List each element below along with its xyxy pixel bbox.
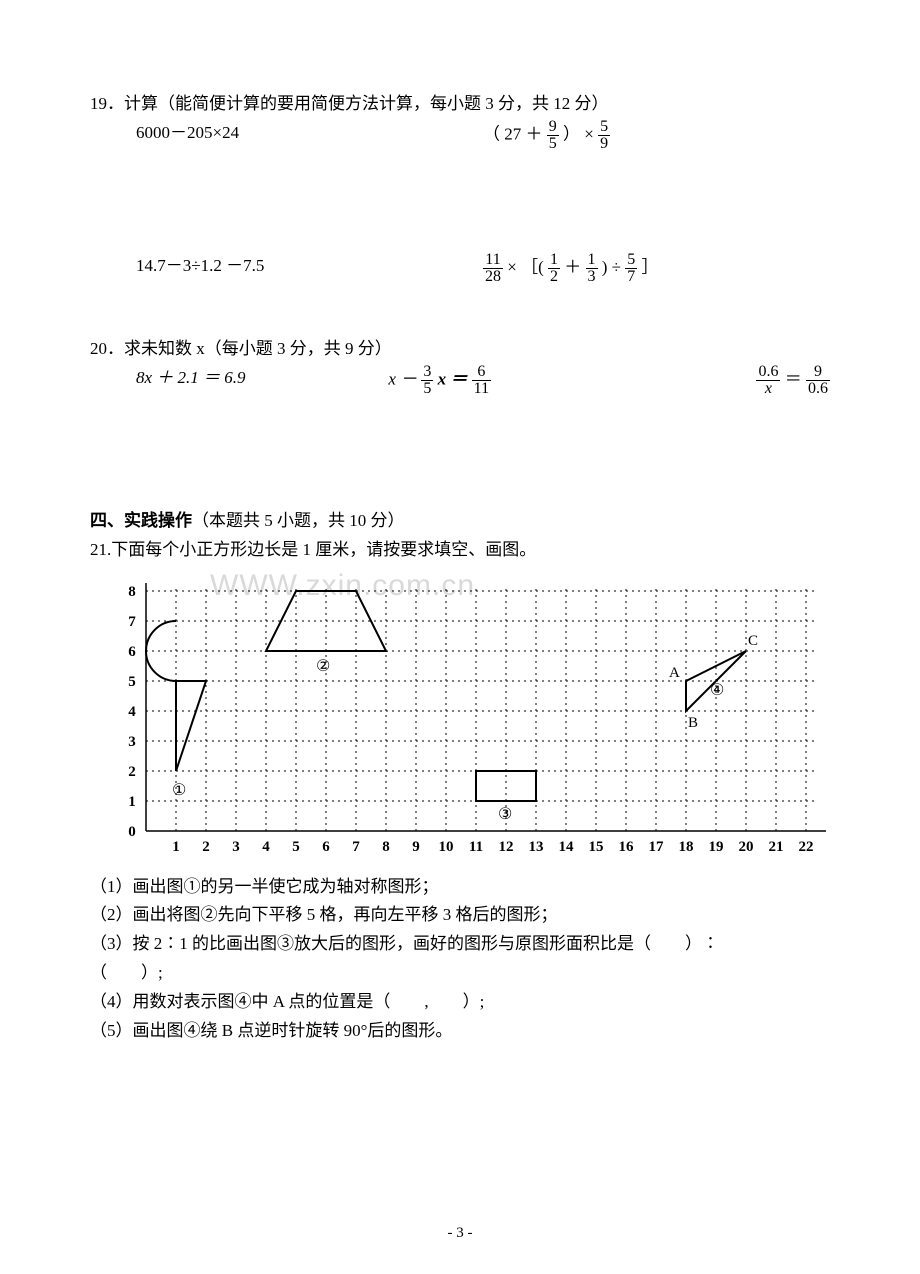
svg-text:11: 11 (469, 839, 483, 855)
q21-sub1: （1）画出图①的另一半使它成为轴对称图形； (90, 873, 830, 902)
svg-text:16: 16 (619, 839, 635, 855)
q19-frac-5-7: 5 7 (625, 252, 637, 285)
q19-frac-11-28: 11 28 (483, 252, 503, 285)
svg-text:15: 15 (589, 839, 604, 855)
q19-expr4-mid1: × ［( (507, 257, 544, 276)
q21-sub3b: （ ）; (90, 959, 830, 988)
svg-text:C: C (748, 633, 758, 649)
q20-eq2-pre: x － (388, 369, 417, 388)
q19-expr2-mid: ） × (563, 124, 598, 143)
svg-text:5: 5 (128, 674, 136, 690)
svg-text:0: 0 (128, 824, 136, 840)
svg-text:12: 12 (499, 839, 514, 855)
q20-eq3-eq: ＝ (785, 369, 806, 388)
svg-text:5: 5 (292, 839, 300, 855)
svg-text:②: ② (316, 658, 330, 675)
section4-sub: （本题共 5 小题，共 10 分） (192, 511, 405, 530)
svg-text:4: 4 (262, 839, 270, 855)
svg-text:2: 2 (202, 839, 210, 855)
svg-text:B: B (688, 715, 698, 731)
q20-frac-6-11: 6 11 (472, 364, 491, 397)
page-number: - 3 - (0, 1221, 920, 1247)
q21-sub3a: （3）按 2∶1 的比画出图③放大后的图形，画好的图形与原图形面积比是（ ）∶ (90, 930, 830, 959)
svg-text:1: 1 (172, 839, 180, 855)
grid-svg: 0123456781234567891011121314151617181920… (126, 577, 836, 867)
page-content: 19．计算（能简便计算的要用简便方法计算，每小题 3 分，共 12 分） 600… (90, 90, 830, 1046)
q20-eq2-mid: x ＝ (438, 369, 472, 388)
svg-text:④: ④ (710, 682, 724, 699)
q20-row: 8x ＋ 2.1 ＝ 6.9 x － 3 5 x ＝ 6 11 0.6 x (90, 364, 830, 397)
q19-expr4-close: ］ (642, 257, 659, 276)
svg-text:20: 20 (739, 839, 754, 855)
q19-expr1: 6000－205×24 (136, 123, 239, 142)
q21-intro: 21.下面每个小正方形边长是 1 厘米，请按要求填空、画图。 (90, 536, 830, 565)
svg-text:8: 8 (382, 839, 390, 855)
q20-eq1: 8x ＋ 2.1 ＝ 6.9 (136, 368, 246, 387)
q19-frac-9-5: 9 5 (547, 119, 559, 152)
q21-sub4: （4）用数对表示图④中 A 点的位置是（ , ）; (90, 988, 830, 1017)
q19-expr4-mid2: ) ÷ (602, 257, 621, 276)
q19-frac-1-3: 1 3 (586, 252, 598, 285)
q19-expr4-plus: ＋ (564, 257, 581, 276)
svg-text:4: 4 (128, 704, 136, 720)
svg-text:8: 8 (128, 584, 136, 600)
svg-text:17: 17 (649, 839, 665, 855)
svg-text:3: 3 (128, 734, 136, 750)
svg-text:21: 21 (769, 839, 784, 855)
q20-frac-06-x: 0.6 x (756, 364, 780, 397)
svg-text:19: 19 (709, 839, 724, 855)
svg-text:7: 7 (352, 839, 360, 855)
q19-frac-5-9: 5 9 (598, 119, 610, 152)
q19-prompt: 19．计算（能简便计算的要用简便方法计算，每小题 3 分，共 12 分） (90, 90, 830, 119)
q19-expr3: 14.7－3÷1.2 －7.5 (136, 256, 264, 275)
q21-sub2: （2）画出将图②先向下平移 5 格，再向左平移 3 格后的图形； (90, 901, 830, 930)
svg-text:22: 22 (799, 839, 814, 855)
svg-text:10: 10 (439, 839, 454, 855)
q19-row1: 6000－205×24 （ 27 ＋ 9 5 ） × 5 9 (90, 119, 830, 152)
svg-text:3: 3 (232, 839, 240, 855)
svg-text:2: 2 (128, 764, 136, 780)
section4-title: 四、实践操作 (90, 511, 192, 530)
svg-text:6: 6 (322, 839, 330, 855)
q19-expr2-text: （ 27 ＋ (483, 124, 543, 143)
q19-row2: 14.7－3÷1.2 －7.5 11 28 × ［( 1 2 ＋ 1 3 ) ÷ (90, 252, 830, 285)
svg-text:①: ① (172, 782, 186, 799)
svg-text:13: 13 (529, 839, 544, 855)
svg-text:6: 6 (128, 644, 136, 660)
svg-text:9: 9 (412, 839, 420, 855)
svg-text:7: 7 (128, 614, 136, 630)
q20-frac-9-06: 9 0.6 (806, 364, 830, 397)
q20-prompt: 20．求未知数 x（每小题 3 分，共 9 分） (90, 335, 830, 364)
svg-text:③: ③ (498, 806, 512, 823)
q21-grid: 0123456781234567891011121314151617181920… (126, 577, 830, 867)
q20-frac-3-5: 3 5 (421, 364, 433, 397)
svg-text:1: 1 (128, 794, 136, 810)
section4-heading: 四、实践操作（本题共 5 小题，共 10 分） (90, 507, 830, 536)
q19-frac-1-2: 1 2 (548, 252, 560, 285)
svg-text:A: A (669, 665, 680, 681)
q21-sub5: （5）画出图④绕 B 点逆时针旋转 90°后的图形。 (90, 1017, 830, 1046)
svg-text:14: 14 (559, 839, 575, 855)
svg-text:18: 18 (679, 839, 694, 855)
